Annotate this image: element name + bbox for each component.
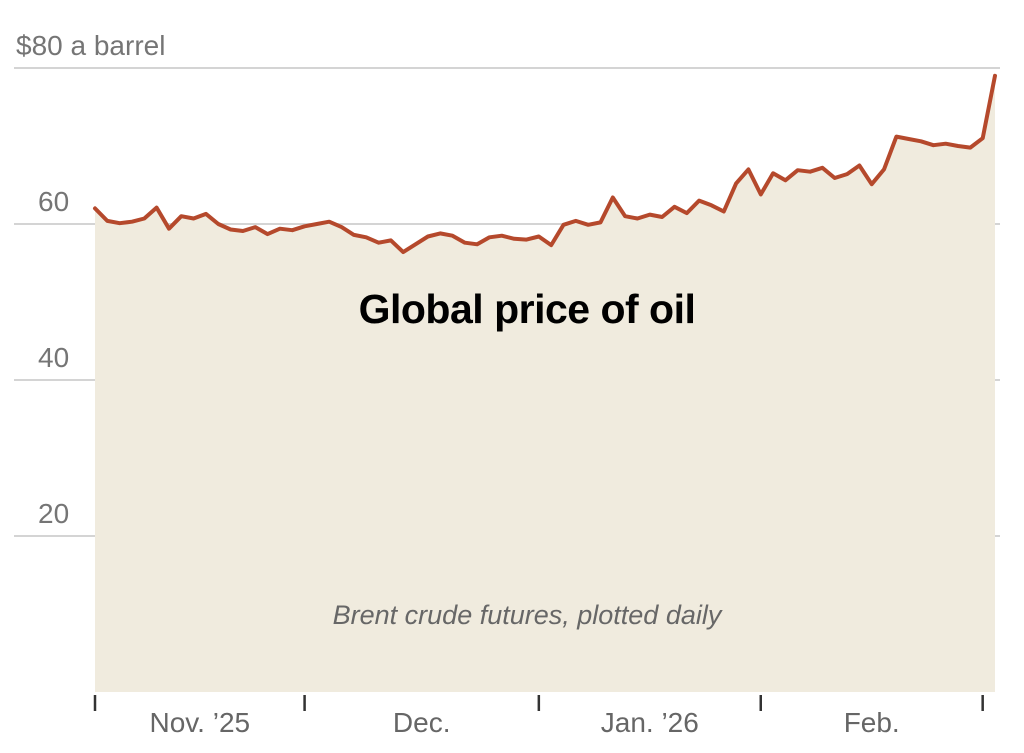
x-axis-label-2: Jan. ’26 (601, 707, 699, 738)
x-axis-label-0: Nov. ’25 (149, 707, 250, 738)
x-axis-label-3: Feb. (844, 707, 900, 738)
chart-subtitle: Brent crude futures, plotted daily (332, 600, 722, 630)
series-line (93, 73, 997, 255)
series-area-fill (95, 75, 995, 693)
y-axis-label-20: 20 (38, 498, 69, 529)
y-axis-label-60: 60 (38, 186, 69, 217)
chart-title: Global price of oil (358, 286, 696, 332)
y-axis-label-80: $80 a barrel (16, 30, 165, 61)
x-axis-label-1: Dec. (393, 707, 451, 738)
y-axis-label-40: 40 (38, 342, 69, 373)
